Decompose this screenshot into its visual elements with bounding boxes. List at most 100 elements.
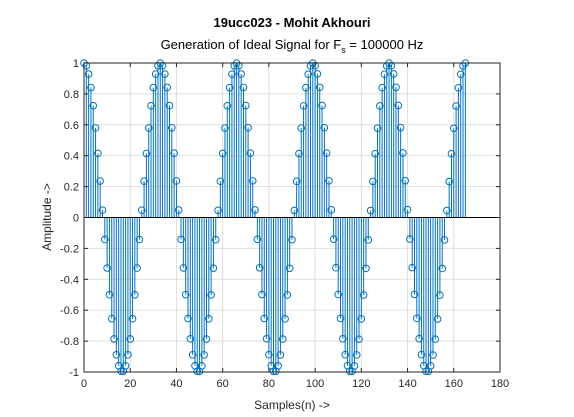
stem-marker	[406, 235, 414, 243]
stem-marker	[216, 177, 225, 186]
stem-marker	[403, 205, 412, 214]
stem-marker	[288, 235, 296, 244]
stem-marker	[89, 101, 98, 110]
stem-marker	[179, 264, 188, 272]
stem-marker	[218, 149, 227, 158]
stem-marker	[140, 177, 148, 185]
stem-marker	[278, 335, 287, 343]
stem-marker	[322, 149, 331, 157]
stem-marker	[101, 235, 109, 244]
stem-marker	[376, 102, 384, 110]
x-tick-label: 20	[124, 378, 136, 390]
subtitle-text: Generation of Ideal Signal for F	[161, 37, 342, 52]
stem-marker	[251, 206, 259, 214]
stem-marker	[389, 70, 398, 78]
stem-marker	[135, 235, 144, 244]
stem-marker	[336, 314, 345, 323]
stem-marker	[362, 264, 370, 273]
stem-marker	[165, 101, 174, 110]
stem-marker	[87, 83, 95, 92]
stem-marker	[352, 351, 361, 359]
stem-marker	[137, 206, 146, 215]
stem-marker	[359, 291, 368, 299]
stem-marker	[214, 206, 222, 215]
subtitle-subscript: s	[341, 45, 346, 55]
stem-marker	[283, 291, 292, 299]
stem-marker	[221, 124, 229, 132]
stem-marker	[345, 367, 354, 376]
stem-marker	[144, 124, 153, 132]
stem-marker	[255, 264, 264, 272]
stem-marker	[177, 235, 185, 244]
stem-marker	[82, 61, 91, 70]
stem-marker	[253, 235, 262, 244]
stem-marker	[456, 70, 465, 79]
stem-marker	[98, 206, 107, 214]
stem-marker	[426, 362, 435, 370]
stem-marker	[276, 351, 285, 359]
x-tick-label: 100	[306, 378, 324, 390]
stem-marker	[387, 61, 396, 70]
stem-marker	[107, 314, 116, 323]
stem-marker	[299, 102, 308, 110]
stem-marker	[84, 70, 93, 78]
y-tick-label: -0.2	[60, 243, 79, 255]
stem-marker	[320, 123, 329, 132]
x-tick-label: 40	[170, 378, 182, 390]
stem-marker	[121, 361, 130, 370]
stem-marker	[433, 315, 442, 323]
stem-marker	[315, 83, 324, 92]
stem-marker	[265, 350, 273, 359]
stem-marker	[131, 291, 139, 299]
stem-marker	[341, 350, 349, 359]
stem-marker	[396, 123, 405, 132]
chart-subtitle: Generation of Ideal Signal for Fs = 1000…	[161, 37, 424, 55]
stem-marker	[394, 101, 403, 110]
subtitle-value: = 100000 Hz	[346, 37, 424, 52]
y-tick-label: -0.8	[60, 336, 79, 348]
stem-marker	[364, 236, 373, 244]
stem-marker	[269, 367, 278, 376]
stem-marker	[244, 123, 252, 132]
stem-marker	[225, 83, 234, 92]
stem-marker	[334, 290, 343, 299]
stem-marker	[449, 124, 458, 133]
x-tick-label: 140	[398, 378, 416, 390]
stem-marker	[436, 291, 444, 299]
stem-marker	[112, 351, 121, 359]
stem-marker	[371, 149, 380, 158]
stem-marker	[369, 177, 377, 186]
stem-marker	[447, 149, 456, 158]
stem-marker	[327, 206, 336, 214]
y-tick-label: 0.2	[64, 182, 79, 194]
stem-marker	[237, 70, 245, 78]
chart-title: 19ucc023 - Mohit Akhouri	[214, 15, 371, 30]
y-tick-label: -0.4	[60, 274, 79, 286]
stem-marker	[128, 314, 137, 323]
stem-marker	[105, 290, 114, 299]
stem-marker	[401, 176, 410, 185]
stem-marker	[350, 362, 359, 370]
stem-marker	[205, 314, 213, 323]
stem-marker	[408, 263, 416, 272]
stem-marker	[313, 70, 322, 78]
x-tick-label: 80	[263, 378, 275, 390]
stem-marker	[373, 124, 382, 132]
y-tick-label: -0.6	[60, 305, 79, 317]
stem-marker	[290, 206, 299, 215]
stem-marker	[452, 102, 460, 110]
stem-marker	[239, 83, 248, 92]
stem-marker	[292, 177, 301, 186]
stem-marker	[262, 335, 271, 343]
stem-marker	[392, 83, 400, 92]
stem-marker	[110, 335, 118, 343]
stem-marker	[96, 177, 104, 185]
stem-marker	[248, 177, 257, 185]
stem-marker	[184, 314, 192, 323]
stem-marker	[209, 264, 218, 272]
stem-marker	[415, 334, 423, 343]
y-tick-label: 0.6	[64, 120, 79, 132]
stem-marker	[339, 334, 347, 343]
x-tick-label: 0	[81, 378, 87, 390]
